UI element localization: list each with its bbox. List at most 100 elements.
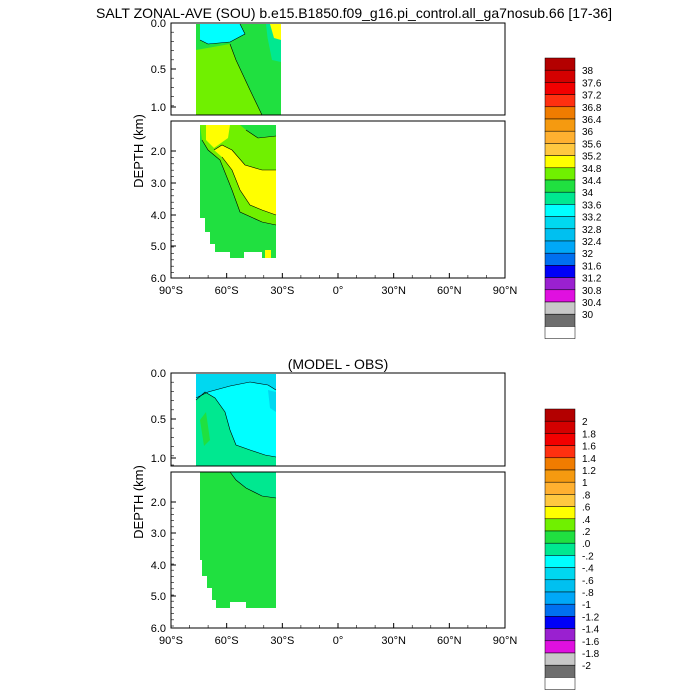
colorbar-box: [544, 57, 576, 71]
y-tick-label: 2.0: [151, 497, 166, 509]
top-field-lower-yellow: [214, 145, 276, 215]
colorbar-box: [544, 326, 576, 339]
colorbar-box: [544, 118, 576, 132]
top-field-lower-topband: [240, 125, 276, 138]
top-field-lower-dot: [265, 250, 271, 258]
colorbar-box: [544, 579, 576, 593]
colorbar-box: [544, 179, 576, 193]
y-tick-label: 0.0: [151, 368, 166, 380]
colorbar-box: [544, 155, 576, 169]
bottom-x-ticks: 90°S 60°S 30°S 0° 30°N 60°N 90°N: [159, 623, 517, 647]
bottom-y-ticks: 0.0 0.5 1.0 2.0 3.0 4.0 5.0 6.0: [151, 368, 176, 635]
colorbar-label: 1.2: [582, 466, 596, 477]
x-tick-label: 60°N: [437, 285, 462, 297]
colorbar-label: 31.6: [582, 261, 602, 272]
bottom-field-lower-top: [230, 472, 276, 498]
colorbar-box: [544, 289, 576, 303]
colorbar-box: [544, 481, 576, 495]
colorbar-label: -2: [582, 661, 591, 672]
colorbar-box: [544, 216, 576, 230]
colorbar-box: [544, 106, 576, 120]
colorbar-label: 30.4: [582, 298, 602, 309]
colorbar-box: [544, 603, 576, 617]
colorbar-label: -1.8: [582, 649, 600, 660]
colorbar-box: [544, 143, 576, 156]
colorbar-label: 32: [582, 249, 594, 260]
colorbar-label: -1.2: [582, 612, 600, 623]
colorbar-box: [544, 420, 576, 434]
colorbar-box: [544, 433, 576, 446]
colorbar-box: [544, 555, 576, 568]
top-field-upper-patch: [260, 24, 268, 44]
y-tick-label: 2.0: [151, 146, 166, 158]
x-tick-label: 30°S: [270, 285, 294, 297]
top-ylabel: DEPTH (km): [131, 114, 146, 188]
colorbar-box: [544, 265, 576, 278]
bottom-field-upper-top: [196, 374, 276, 398]
colorbar-label: 32.4: [582, 237, 602, 248]
colorbar-box: [544, 69, 576, 83]
colorbar-label: -.6: [582, 576, 594, 587]
colorbar-box: [544, 457, 576, 471]
colorbar-label: -1.6: [582, 637, 600, 648]
colorbar-label: 33.2: [582, 213, 602, 224]
top-y-ticks: 0.0 0.5 1.0 2.0 3.0 4.0 5.0 6.0: [151, 18, 176, 285]
colorbar-label: 36: [582, 127, 594, 138]
colorbar-label: 33.6: [582, 200, 602, 211]
colorbar-box: [544, 277, 576, 291]
bottom-colorbar: 21.81.61.41.21.8.6.4.2.0-.2-.4-.6-.8-1-1…: [544, 408, 600, 690]
bottom-plot-fields: [195, 374, 277, 608]
colorbar-box: [544, 301, 576, 315]
colorbar-label: 35.2: [582, 152, 602, 163]
colorbar-label: 36.8: [582, 103, 602, 114]
x-tick-label: 30°N: [381, 285, 406, 297]
x-tick-label: 0°: [333, 285, 344, 297]
x-tick-label: 60°N: [437, 635, 462, 647]
colorbar-label: 38: [582, 66, 594, 77]
colorbar-label: .6: [582, 503, 591, 514]
y-tick-label: 1.0: [151, 102, 166, 114]
bottom-field-upper-low: [196, 392, 276, 466]
colorbar-label: 1.6: [582, 442, 596, 453]
colorbar-box: [544, 628, 576, 642]
x-tick-label: 60°S: [215, 635, 239, 647]
colorbar-box: [544, 616, 576, 629]
colorbar-label: 30.8: [582, 286, 602, 297]
colorbar-label: 34.8: [582, 164, 602, 175]
y-tick-label: 5.0: [151, 591, 166, 603]
colorbar-box: [544, 640, 576, 654]
colorbar-label: .0: [582, 539, 591, 550]
y-tick-label: 3.0: [151, 178, 166, 190]
colorbar-box: [544, 445, 576, 459]
colorbar-box: [544, 204, 576, 217]
colorbar-label: 35.6: [582, 139, 602, 150]
x-tick-label: 0°: [333, 635, 344, 647]
y-tick-label: 5.0: [151, 241, 166, 253]
top-x-ticks: 90°S 60°S 30°S 0° 30°N 60°N 90°N: [159, 273, 517, 297]
colorbar-label: -.4: [582, 564, 594, 575]
colorbar-box: [544, 191, 576, 205]
colorbar-box: [544, 130, 576, 144]
x-tick-label: 90°S: [159, 635, 183, 647]
x-tick-label: 60°S: [215, 285, 239, 297]
colorbar-label: 32.8: [582, 225, 602, 236]
y-tick-label: 0.5: [151, 64, 166, 76]
colorbar-label: 36.4: [582, 115, 602, 126]
top-colorbar: 3837.637.236.836.43635.635.234.834.43433…: [544, 57, 602, 339]
y-tick-label: 0.5: [151, 414, 166, 426]
colorbar-box: [544, 542, 576, 556]
top-plot-fields: [196, 23, 281, 258]
colorbar-box: [544, 652, 576, 666]
colorbar-label: 37.6: [582, 78, 602, 89]
x-tick-label: 90°N: [493, 635, 518, 647]
bottom-title: (MODEL - OBS): [288, 356, 389, 372]
bottom-ylabel: DEPTH (km): [131, 465, 146, 539]
y-tick-label: 0.0: [151, 18, 166, 30]
y-tick-label: 3.0: [151, 528, 166, 540]
colorbar-label: -1: [582, 600, 591, 611]
bottom-field-upper-right: [268, 390, 276, 412]
y-tick-label: 6.0: [151, 273, 166, 285]
colorbar-label: 34.4: [582, 176, 602, 187]
top-field-upper-green: [196, 44, 262, 115]
